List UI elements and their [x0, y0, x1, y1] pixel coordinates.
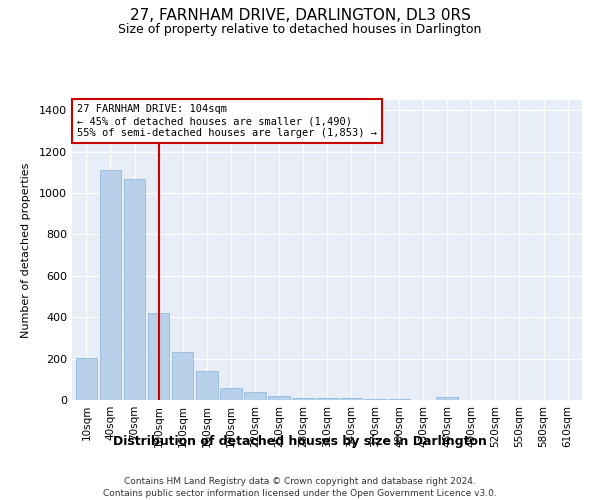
Bar [148, 313, 169, 400]
Bar [436, 397, 458, 400]
Bar [340, 398, 362, 400]
Bar [316, 398, 338, 400]
Y-axis label: Number of detached properties: Number of detached properties [20, 162, 31, 338]
Text: 27, FARNHAM DRIVE, DARLINGTON, DL3 0RS: 27, FARNHAM DRIVE, DARLINGTON, DL3 0RS [130, 8, 470, 22]
Bar [268, 396, 290, 400]
Bar [76, 358, 97, 400]
Text: 27 FARNHAM DRIVE: 104sqm
← 45% of detached houses are smaller (1,490)
55% of sem: 27 FARNHAM DRIVE: 104sqm ← 45% of detach… [77, 104, 377, 138]
Bar [244, 392, 266, 400]
Bar [100, 170, 121, 400]
Bar [172, 352, 193, 400]
Text: Contains public sector information licensed under the Open Government Licence v3: Contains public sector information licen… [103, 489, 497, 498]
Text: Size of property relative to detached houses in Darlington: Size of property relative to detached ho… [118, 22, 482, 36]
Text: Contains HM Land Registry data © Crown copyright and database right 2024.: Contains HM Land Registry data © Crown c… [124, 478, 476, 486]
Bar [388, 399, 410, 400]
Bar [220, 388, 242, 400]
Bar [292, 398, 314, 400]
Bar [196, 371, 218, 400]
Bar [364, 399, 386, 400]
Bar [124, 178, 145, 400]
Text: Distribution of detached houses by size in Darlington: Distribution of detached houses by size … [113, 435, 487, 448]
